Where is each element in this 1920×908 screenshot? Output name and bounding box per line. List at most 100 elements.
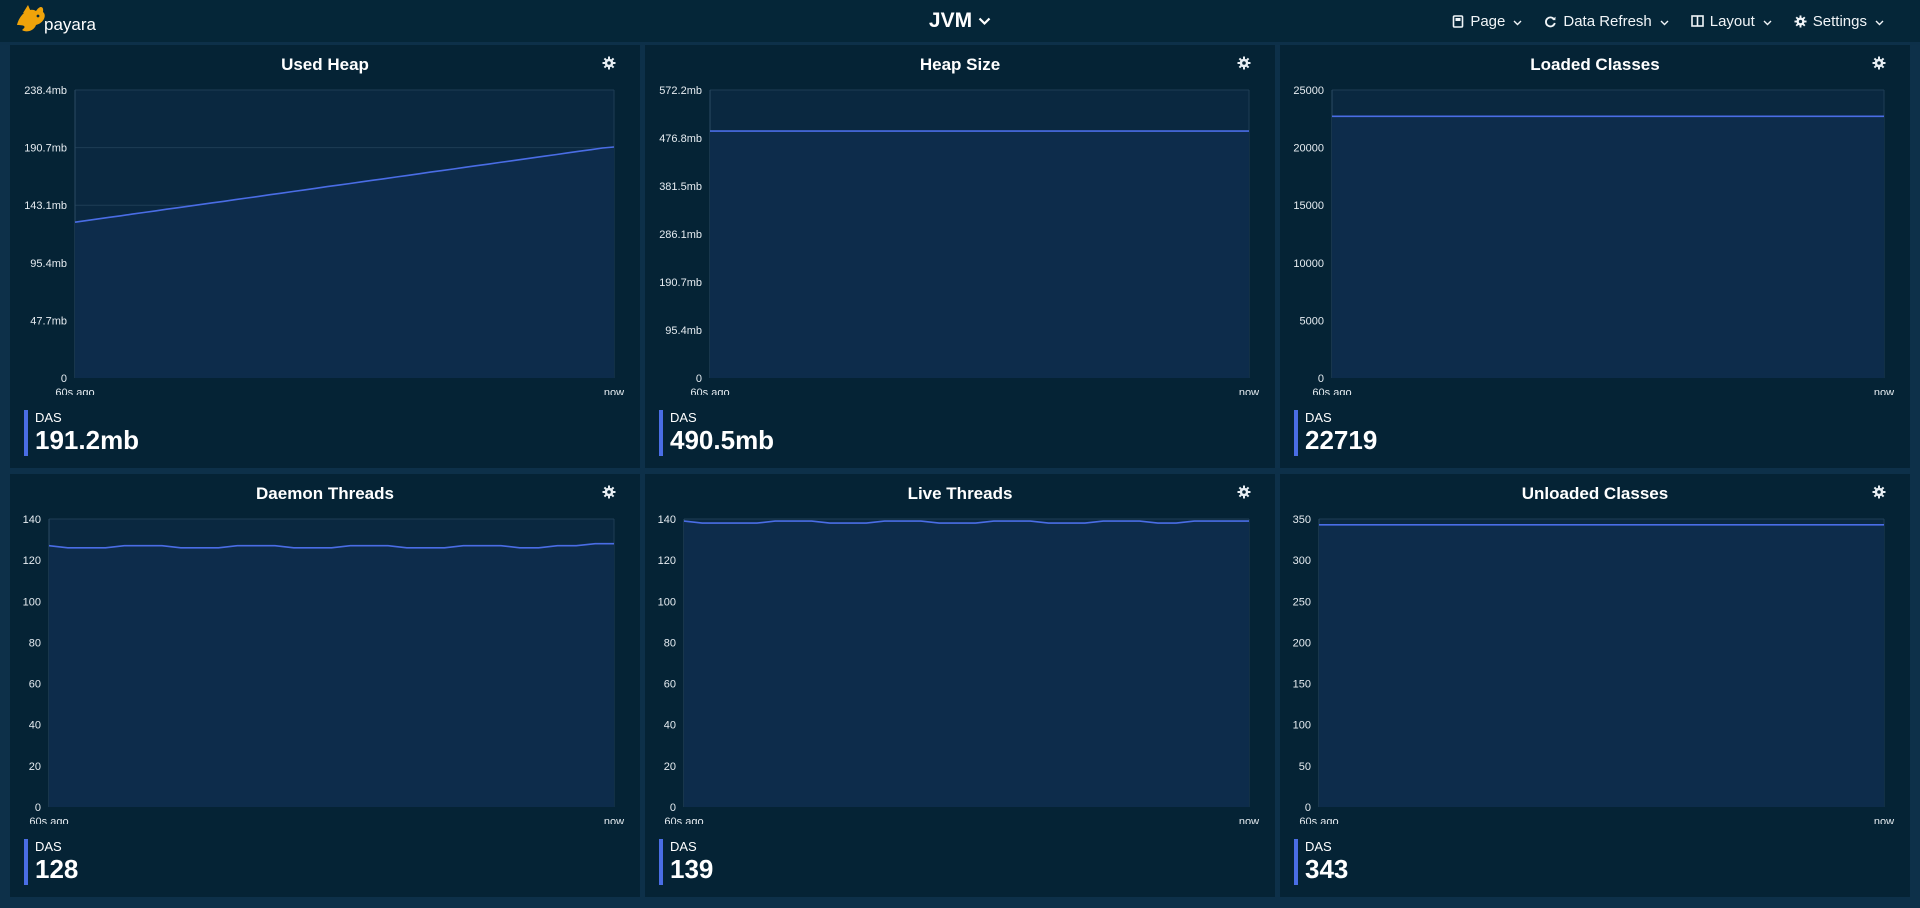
chart-live-threads: 0 20 40 60 80 100 120 140 60s ago now	[658, 514, 1260, 824]
menu-data-refresh-label: Data Refresh	[1563, 12, 1652, 30]
legend-current-value: 128	[35, 854, 79, 884]
y-tick-label: 10000	[1293, 258, 1324, 270]
series-area-das	[1319, 524, 1884, 807]
page-title-dropdown[interactable]: JVM	[929, 9, 991, 33]
x-tick-label: 60s ago	[1312, 387, 1351, 395]
series-area-das	[49, 543, 614, 807]
logo-text: payara	[44, 15, 97, 34]
chevron-down-icon	[1513, 20, 1522, 25]
gear-icon[interactable]	[1872, 485, 1886, 499]
legend-das: DAS 490.5mb	[659, 410, 774, 456]
y-tick-label: 120	[658, 555, 676, 567]
legend-current-value: 490.5mb	[670, 425, 775, 455]
y-tick-label: 572.2mb	[659, 85, 702, 97]
series-line-das	[683, 520, 1249, 524]
payara-logo[interactable]: payara	[14, 3, 104, 37]
x-tick-label: 60s ago	[29, 816, 68, 824]
x-tick-label: 60s ago	[690, 387, 729, 395]
y-tick-label: 0	[61, 373, 67, 385]
y-tick-label: 140	[23, 514, 41, 526]
legend-series-name: DAS	[35, 410, 62, 425]
page-icon	[1453, 14, 1464, 28]
refresh-icon	[1545, 16, 1557, 27]
y-tick-label: 143.1mb	[24, 200, 67, 212]
chart-heap-size: 0 95.4mb 190.7mb 286.1mb 381.5mb 476.8mb 572.2…	[659, 85, 1259, 395]
y-tick-label: 238.4mb	[24, 85, 67, 97]
y-tick-label: 0	[35, 802, 41, 814]
y-tick-label: 350	[1293, 514, 1311, 526]
y-tick-label: 300	[1293, 555, 1311, 567]
x-tick-label: now	[1874, 387, 1894, 395]
top-menu: Page Data Refresh Layout Settings	[1452, 0, 1884, 42]
legend-das: DAS 191.2mb	[24, 410, 139, 456]
series-line-das	[74, 146, 615, 223]
x-tick-label: now	[1874, 816, 1894, 824]
panel-loaded-classes: Loaded Classes 0 5000 10000 15000 20000 25000 6…	[1280, 45, 1910, 468]
legend-current-value: 191.2mb	[35, 425, 140, 455]
panel-title: Live Threads	[907, 484, 1013, 503]
panel-title: Unloaded Classes	[1521, 484, 1669, 503]
y-tick-label: 0	[1318, 373, 1324, 385]
legend-current-value: 343	[1305, 854, 1349, 884]
y-tick-label: 150	[1293, 679, 1311, 691]
top-bar: payara JVM Page Data Refresh Layout Sett…	[0, 0, 1920, 42]
y-tick-label: 250	[1293, 596, 1311, 608]
gear-icon[interactable]	[1237, 485, 1251, 499]
legend-series-name: DAS	[1305, 410, 1332, 425]
gear-icon[interactable]	[602, 485, 616, 499]
menu-layout[interactable]: Layout	[1690, 12, 1772, 30]
y-tick-label: 5000	[1300, 315, 1324, 327]
y-tick-label: 381.5mb	[659, 181, 702, 193]
panel-live-threads: Live Threads 0 20 40 60 80 100 120 140 60s ago now…	[645, 474, 1275, 897]
series-area-das	[684, 521, 1249, 807]
panel-title: Loaded Classes	[1530, 55, 1660, 74]
x-tick-label: now	[1239, 816, 1259, 824]
y-tick-label: 15000	[1293, 200, 1324, 212]
y-tick-label: 0	[696, 373, 702, 385]
menu-page[interactable]: Page	[1452, 13, 1522, 30]
chevron-down-icon	[1875, 20, 1884, 25]
legend-das: DAS 22719	[1294, 410, 1377, 456]
panel-heap-size: Heap Size 0 95.4mb 190.7mb 286.1mb 381.5mb 476…	[645, 45, 1275, 468]
y-tick-label: 25000	[1293, 85, 1324, 97]
panel-title: Used Heap	[281, 55, 369, 74]
y-tick-label: 80	[29, 637, 41, 649]
legend-das: DAS 128	[24, 839, 78, 885]
chart-loaded-classes: 0 5000 10000 15000 20000 25000 60s ago now	[1293, 85, 1894, 395]
y-tick-label: 140	[658, 514, 676, 526]
panel-unloaded-classes: Unloaded Classes 0 50 100 150 200 250 300 350 60s…	[1280, 474, 1910, 897]
gear-icon[interactable]	[1872, 56, 1886, 70]
menu-settings-label: Settings	[1812, 12, 1867, 30]
series-area-das	[1332, 116, 1884, 379]
legend-series-name: DAS	[35, 839, 62, 854]
y-tick-label: 20	[29, 761, 41, 773]
menu-data-refresh[interactable]: Data Refresh	[1544, 12, 1669, 30]
gear-icon[interactable]	[1237, 56, 1251, 70]
menu-page-label: Page	[1470, 12, 1506, 30]
x-tick-label: now	[604, 816, 624, 824]
y-tick-label: 95.4mb	[665, 325, 702, 337]
legend-series-name: DAS	[1305, 839, 1332, 854]
y-tick-label: 95.4mb	[30, 258, 67, 270]
y-tick-label: 286.1mb	[659, 229, 702, 241]
chevron-down-icon	[978, 17, 991, 25]
x-tick-label: 60s ago	[1299, 816, 1338, 824]
panel-title: Heap Size	[919, 55, 1001, 74]
y-tick-label: 60	[664, 679, 676, 691]
menu-layout-label: Layout	[1709, 12, 1755, 30]
chevron-down-icon	[1763, 20, 1772, 25]
panel-title: Daemon Threads	[256, 484, 394, 503]
gear-icon[interactable]	[602, 56, 616, 70]
y-tick-label: 47.7mb	[30, 315, 67, 327]
legend-series-name: DAS	[670, 410, 697, 425]
gear-icon	[1794, 14, 1807, 28]
dashboard-grid: Used Heap 0 47.7mb 95.4mb 143.1mb 190.7mb 238.…	[10, 45, 1910, 897]
panel-used-heap: Used Heap 0 47.7mb 95.4mb 143.1mb 190.7mb 238.…	[10, 45, 640, 468]
x-tick-label: 60s ago	[55, 387, 94, 395]
y-tick-label: 20000	[1293, 143, 1324, 155]
legend-das: DAS 139	[659, 839, 713, 885]
y-tick-label: 20	[664, 761, 676, 773]
x-tick-label: 60s ago	[664, 816, 703, 824]
series-area-das	[710, 131, 1249, 378]
menu-settings[interactable]: Settings	[1794, 13, 1884, 30]
